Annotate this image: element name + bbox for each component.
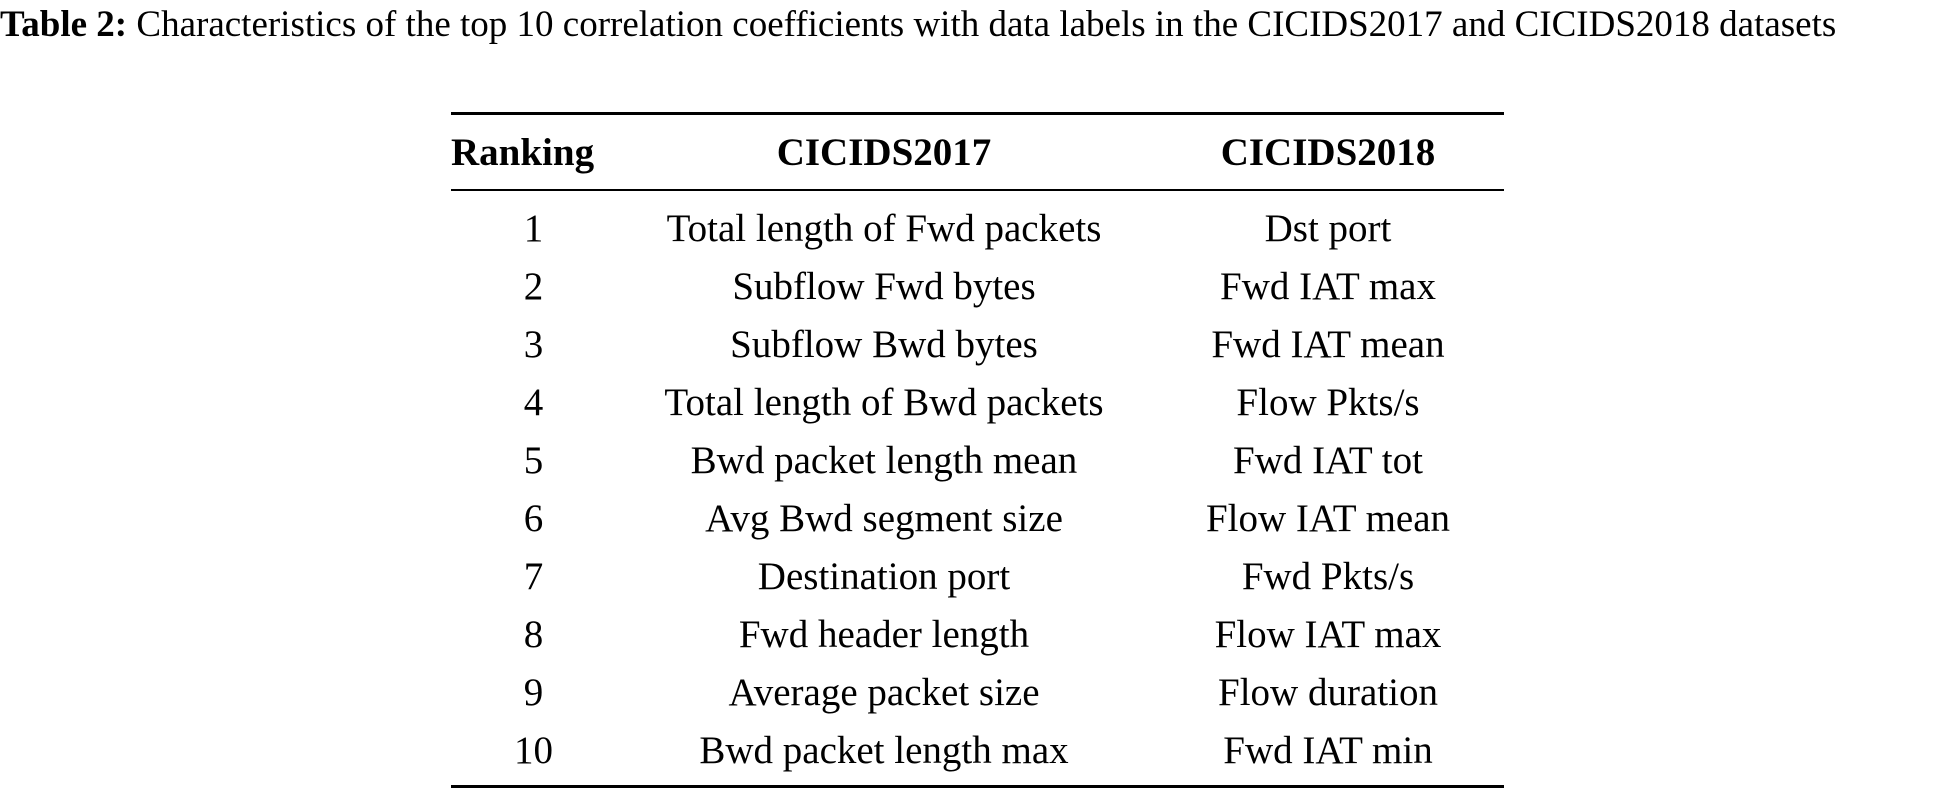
rank-cell: 1 xyxy=(523,206,544,250)
header-ranking: Ranking xyxy=(451,130,595,174)
table-row: 8 Fwd header length Flow IAT max xyxy=(451,605,1504,663)
table-caption: Table 2: Characteristics of the top 10 c… xyxy=(0,0,1953,50)
header-cicids2018: CICIDS2018 xyxy=(1220,130,1436,174)
cicids2018-cell: Dst port xyxy=(1264,206,1392,250)
cicids2017-cell: Average packet size xyxy=(728,670,1040,714)
rank-cell: 2 xyxy=(523,264,544,308)
cicids2017-cell: Subflow Bwd bytes xyxy=(730,322,1038,366)
table-body: 1 Total length of Fwd packets Dst port 2… xyxy=(451,190,1504,787)
table-row: 2 Subflow Fwd bytes Fwd IAT max xyxy=(451,257,1504,315)
rank-cell: 10 xyxy=(514,728,553,772)
rank-cell: 6 xyxy=(523,496,544,540)
rank-cell: 7 xyxy=(523,554,544,598)
cicids2017-cell: Fwd header length xyxy=(738,612,1030,656)
table-header-row: Ranking CICIDS2017 CICIDS2018 xyxy=(451,113,1504,190)
cicids2018-cell: Fwd IAT min xyxy=(1223,728,1433,772)
rank-cell: 3 xyxy=(523,322,544,366)
cicids2017-cell: Destination port xyxy=(757,554,1011,598)
table-row: 9 Average packet size Flow duration xyxy=(451,663,1504,721)
cicids2017-cell: Bwd packet length max xyxy=(699,728,1069,772)
table-row: 6 Avg Bwd segment size Flow IAT mean xyxy=(451,489,1504,547)
header-cicids2017: CICIDS2017 xyxy=(776,130,992,174)
cicids2017-cell: Avg Bwd segment size xyxy=(705,496,1063,540)
cicids2018-cell: Flow IAT max xyxy=(1214,612,1442,656)
rank-cell: 8 xyxy=(523,612,544,656)
table-row: 3 Subflow Bwd bytes Fwd IAT mean xyxy=(451,315,1504,373)
cicids2018-cell: Fwd Pkts/s xyxy=(1241,554,1415,598)
caption-label: Table 2: xyxy=(0,4,128,45)
cicids2017-cell: Bwd packet length mean xyxy=(690,438,1078,482)
cicids2018-cell: Flow duration xyxy=(1218,670,1438,714)
table-row: 7 Destination port Fwd Pkts/s xyxy=(451,547,1504,605)
rank-cell: 4 xyxy=(523,380,544,424)
cicids2017-cell: Total length of Bwd packets xyxy=(664,380,1104,424)
table-row: 10 Bwd packet length max Fwd IAT min xyxy=(451,721,1504,787)
cicids2017-cell: Total length of Fwd packets xyxy=(666,206,1102,250)
table-row: 4 Total length of Bwd packets Flow Pkts/… xyxy=(451,373,1504,431)
rank-cell: 5 xyxy=(523,438,544,482)
cicids2018-cell: Fwd IAT max xyxy=(1220,264,1436,308)
table-row: 1 Total length of Fwd packets Dst port xyxy=(451,190,1504,257)
table-row: 5 Bwd packet length mean Fwd IAT tot xyxy=(451,431,1504,489)
correlation-table: Ranking CICIDS2017 CICIDS2018 1 Total le… xyxy=(451,112,1504,788)
cicids2018-cell: Flow Pkts/s xyxy=(1236,380,1420,424)
cicids2018-cell: Fwd IAT tot xyxy=(1233,438,1423,482)
cicids2018-cell: Fwd IAT mean xyxy=(1211,322,1445,366)
caption-text: Characteristics of the top 10 correlatio… xyxy=(127,4,1837,45)
cicids2018-cell: Flow IAT mean xyxy=(1205,496,1451,540)
rank-cell: 9 xyxy=(523,670,544,714)
cicids2017-cell: Subflow Fwd bytes xyxy=(732,264,1036,308)
